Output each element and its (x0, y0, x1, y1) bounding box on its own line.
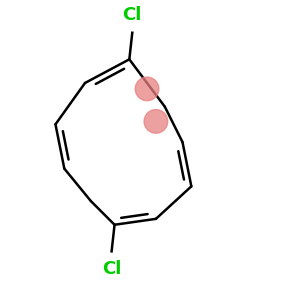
Circle shape (135, 77, 159, 101)
Text: Cl: Cl (102, 260, 121, 278)
Circle shape (144, 110, 168, 133)
Text: Cl: Cl (123, 6, 142, 24)
